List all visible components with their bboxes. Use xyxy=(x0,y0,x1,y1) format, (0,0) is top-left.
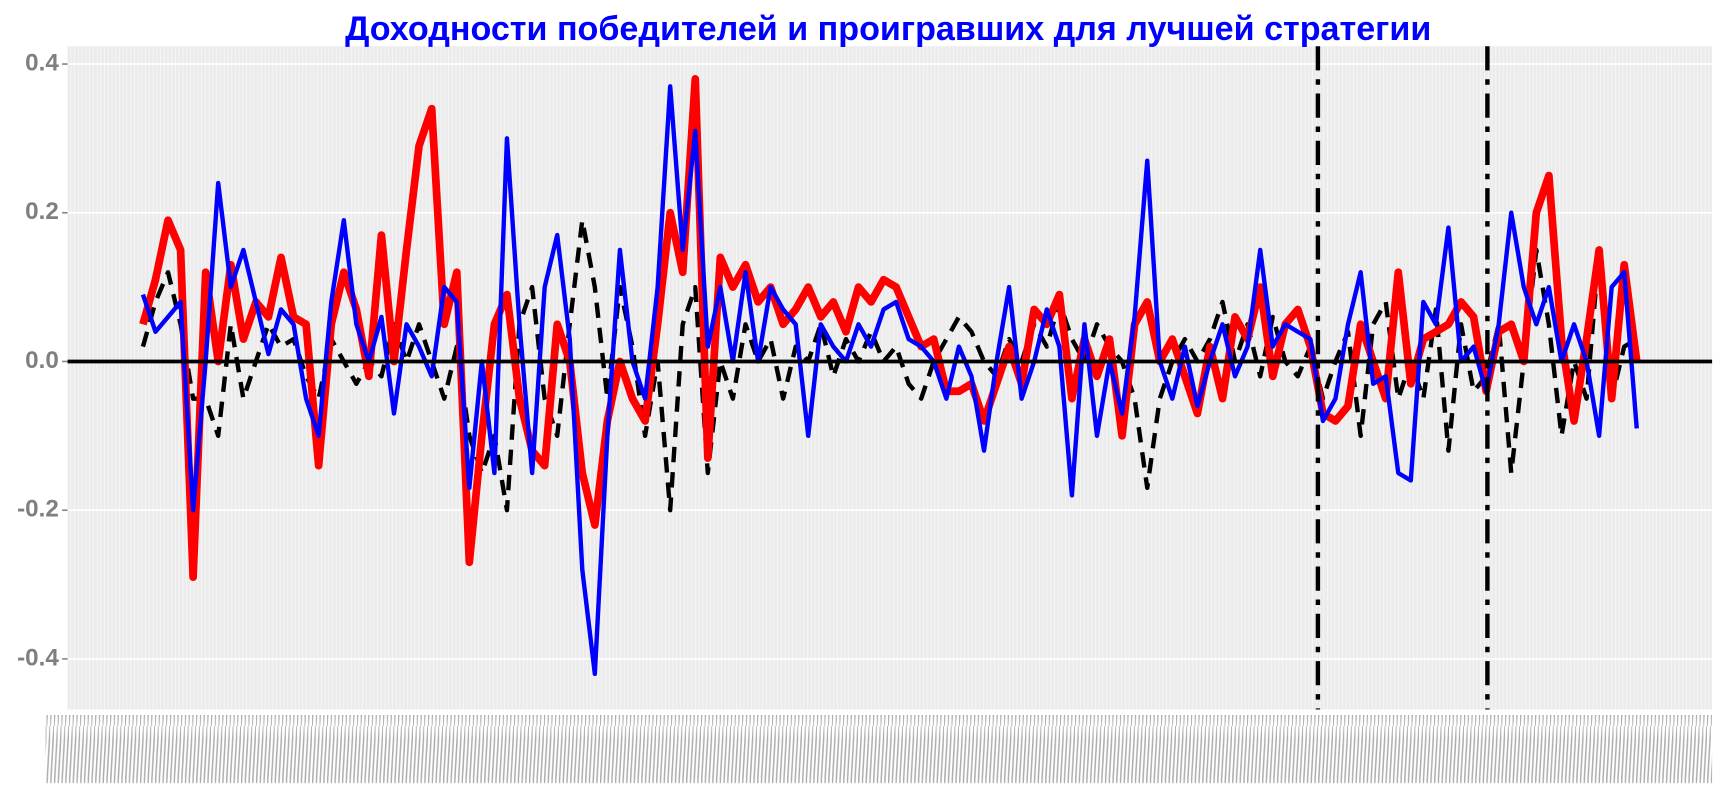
x-axis-labels-illegible xyxy=(45,715,1713,784)
y-tick-label: 0.0 xyxy=(25,347,59,374)
series-line xyxy=(140,84,1639,677)
plot-background xyxy=(67,46,1713,710)
series-line xyxy=(140,218,1638,513)
y-tick-label: -0.4 xyxy=(17,644,59,671)
y-tick-label: -0.2 xyxy=(17,496,59,523)
y-tick-label: 0.2 xyxy=(25,198,59,225)
chart-title: Доходности победителей и проигравших для… xyxy=(345,10,1431,48)
y-tick-label: 0.4 xyxy=(25,49,59,76)
